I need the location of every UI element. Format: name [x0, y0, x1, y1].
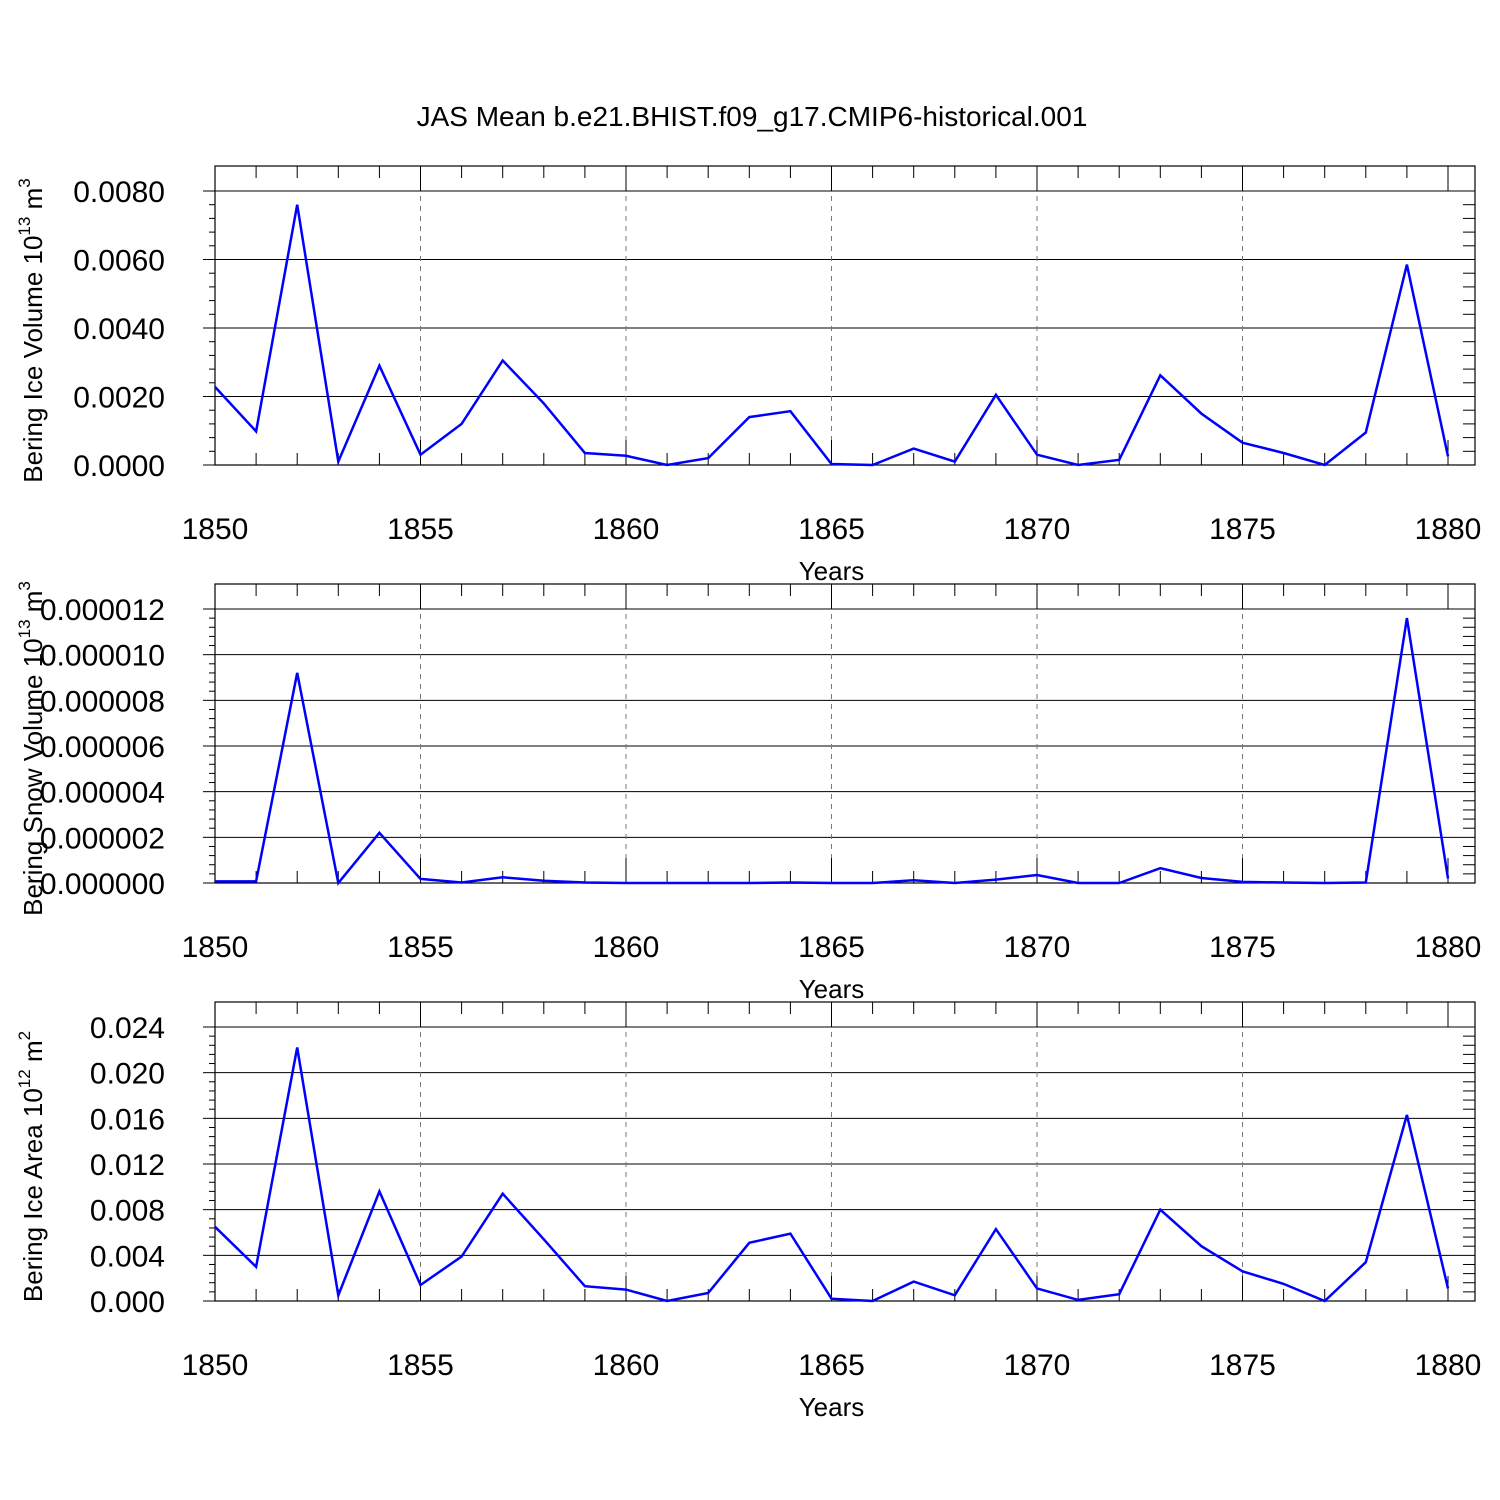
x-tick-label: 1860	[593, 931, 660, 964]
x-tick-label: 1855	[387, 513, 454, 546]
x-tick-label: 1880	[1415, 513, 1482, 546]
y-axis-label-exp: 13	[15, 217, 34, 236]
y-tick-label: 0.024	[90, 1012, 165, 1045]
x-tick-label: 1880	[1415, 931, 1482, 964]
x-tick-label: 1875	[1209, 1349, 1276, 1382]
series-line	[214, 204, 1450, 467]
x-axis-label: Years	[799, 974, 865, 1004]
series-line	[214, 1047, 1450, 1303]
y-tick-label: 0.000000	[40, 868, 165, 901]
x-axis-label: Years	[799, 1392, 865, 1422]
x-tick-label: 1850	[182, 1349, 249, 1382]
x-tick-label: 1855	[387, 1349, 454, 1382]
plot-frame	[214, 583, 1476, 884]
y-tick-label: 0.0060	[73, 245, 165, 278]
x-tick-label: 1880	[1415, 1349, 1482, 1382]
x-tick-label: 1865	[798, 513, 865, 546]
y-tick-label: 0.0000	[73, 450, 165, 483]
y-tick-label: 0.000012	[40, 594, 165, 627]
y-axis-label: Bering Ice Area 1012 m2	[15, 1031, 48, 1302]
y-axis-label-unit-exp: 3	[15, 178, 34, 187]
y-tick-label: 0.016	[90, 1103, 165, 1136]
x-tick-label: 1860	[593, 1349, 660, 1382]
x-tick-label: 1870	[1004, 513, 1071, 546]
y-axis-label-text: Bering Ice Area 10	[18, 1088, 48, 1302]
y-tick-label: 0.000006	[40, 731, 165, 764]
panel-3: 0.000 0.004 0.008 0.012 0.016 0.020 0.024 1850 1…	[15, 1001, 1482, 1422]
series-line	[215, 617, 1450, 886]
y-tick-label: 0.008	[90, 1195, 165, 1228]
x-tick-label: 1850	[182, 513, 249, 546]
y-axis-label-text: Bering Ice Volume 10	[18, 236, 48, 483]
y-tick-label: 0.0020	[73, 382, 165, 415]
y-axis-label-unit-exp: 2	[15, 1031, 34, 1040]
x-tick-label: 1875	[1209, 513, 1276, 546]
y-axis-label: Bering Ice Volume 1013 m3	[15, 178, 48, 482]
x-tick-label: 1865	[798, 931, 865, 964]
x-tick-label: 1855	[387, 931, 454, 964]
figure-title: JAS Mean b.e21.BHIST.f09_g17.CMIP6-histo…	[417, 101, 1088, 132]
y-tick-label: 0.020	[90, 1058, 165, 1091]
x-tick-label: 1860	[593, 513, 660, 546]
y-axis-label: Bering Snow Volume 1013 m3	[15, 581, 48, 916]
x-tick-label: 1850	[182, 931, 249, 964]
y-tick-label: 0.004	[90, 1240, 165, 1273]
y-tick-label: 0.0080	[73, 176, 165, 209]
panels: 0.0000 0.0020 0.0040 0.0060 0.0080 1850 1855 18…	[15, 165, 1482, 1422]
panel-1: 0.0000 0.0020 0.0040 0.0060 0.0080 1850 1855 18…	[15, 165, 1482, 586]
x-axis-label: Years	[799, 556, 865, 586]
y-tick-label: 0.012	[90, 1149, 165, 1182]
y-axis-label-unit-exp: 3	[15, 581, 34, 590]
x-tick-label: 1865	[798, 1349, 865, 1382]
y-tick-label: 0.000	[90, 1286, 165, 1319]
panel-2: 0.000000 0.000002 0.000004 0.000006 0.000008…	[15, 581, 1481, 1004]
y-axis-label-unit: m	[18, 591, 48, 620]
y-axis-label-unit: m	[18, 1040, 48, 1069]
x-tick-label: 1870	[1004, 1349, 1071, 1382]
y-axis-label-exp: 13	[15, 619, 34, 638]
y-axis-label-unit: m	[18, 188, 48, 217]
x-tick-label: 1870	[1004, 931, 1071, 964]
x-tick-label: 1875	[1209, 931, 1276, 964]
y-tick-label: 0.000004	[40, 777, 165, 810]
plot-frame	[214, 1001, 1476, 1302]
y-tick-label: 0.0040	[73, 313, 165, 346]
y-tick-label: 0.000008	[40, 685, 165, 718]
y-axis-label-text: Bering Snow Volume 10	[18, 638, 48, 916]
y-tick-label: 0.000002	[40, 822, 165, 855]
y-axis-label-exp: 12	[15, 1069, 34, 1088]
y-tick-label: 0.000010	[40, 640, 165, 673]
